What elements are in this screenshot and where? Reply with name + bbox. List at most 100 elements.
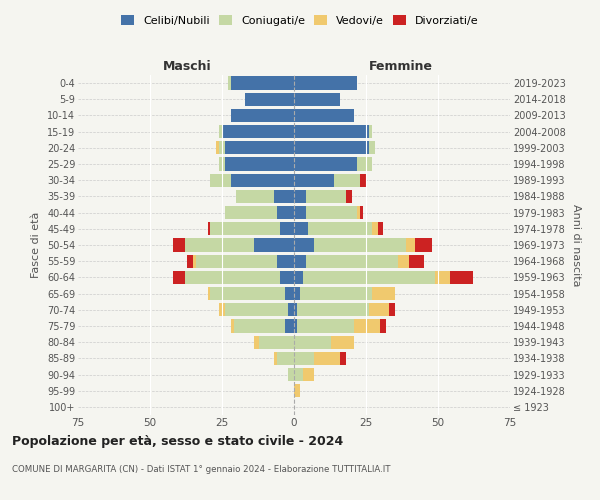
Bar <box>225 206 294 220</box>
Bar <box>294 109 355 122</box>
Bar <box>294 92 340 106</box>
Bar <box>173 238 294 252</box>
Bar <box>230 109 294 122</box>
Bar <box>225 158 294 170</box>
Bar <box>294 174 360 187</box>
Bar <box>294 190 346 203</box>
Bar <box>294 320 355 332</box>
Bar <box>254 238 294 252</box>
Bar <box>294 76 358 90</box>
Bar <box>294 76 358 90</box>
Bar <box>280 270 294 284</box>
Bar <box>274 190 294 203</box>
Bar <box>294 141 374 154</box>
Bar <box>294 270 302 284</box>
Bar <box>294 238 314 252</box>
Bar <box>236 190 294 203</box>
Bar <box>219 303 294 316</box>
Bar <box>294 320 386 332</box>
Bar <box>254 336 294 349</box>
Bar <box>288 368 294 381</box>
Bar <box>294 384 300 398</box>
Bar <box>294 352 346 365</box>
Bar <box>228 76 294 90</box>
Bar <box>294 336 355 349</box>
Bar <box>294 109 355 122</box>
Bar <box>294 336 331 349</box>
Bar <box>230 76 294 90</box>
Bar <box>274 352 294 365</box>
Bar <box>185 238 294 252</box>
Bar <box>294 92 340 106</box>
Bar <box>185 270 294 284</box>
Bar <box>254 336 294 349</box>
Bar <box>211 174 294 187</box>
Bar <box>294 270 473 284</box>
Bar <box>173 270 294 284</box>
Bar <box>294 141 374 154</box>
Bar <box>294 368 314 381</box>
Bar <box>225 206 294 220</box>
Bar <box>294 190 305 203</box>
Bar <box>294 254 409 268</box>
Bar <box>294 254 424 268</box>
Bar <box>245 92 294 106</box>
Bar <box>245 92 294 106</box>
Bar <box>216 141 294 154</box>
Text: Femmine: Femmine <box>368 60 433 72</box>
Bar <box>225 141 294 154</box>
Bar <box>294 174 360 187</box>
Bar <box>294 206 363 220</box>
Bar <box>288 368 294 381</box>
Bar <box>294 174 334 187</box>
Bar <box>294 206 358 220</box>
Bar <box>196 254 294 268</box>
Bar <box>222 125 294 138</box>
Bar <box>294 158 372 170</box>
Bar <box>208 222 294 235</box>
Bar <box>294 238 415 252</box>
Bar <box>294 352 314 365</box>
Bar <box>211 287 294 300</box>
Bar <box>294 303 297 316</box>
Bar <box>294 76 358 90</box>
Bar <box>225 206 294 220</box>
Bar <box>294 368 302 381</box>
Bar <box>294 287 372 300</box>
Bar <box>245 92 294 106</box>
Bar <box>280 222 294 235</box>
Bar <box>219 158 294 170</box>
Text: Popolazione per età, sesso e stato civile - 2024: Popolazione per età, sesso e stato civil… <box>12 435 343 448</box>
Bar <box>294 92 340 106</box>
Bar <box>294 206 360 220</box>
Bar <box>294 125 372 138</box>
Bar <box>288 303 294 316</box>
Bar <box>294 190 352 203</box>
Text: COMUNE DI MARGARITA (CN) - Dati ISTAT 1° gennaio 2024 - Elaborazione TUTTITALIA.: COMUNE DI MARGARITA (CN) - Dati ISTAT 1°… <box>12 465 391 474</box>
Bar <box>185 238 294 252</box>
Bar <box>294 254 398 268</box>
Bar <box>219 125 294 138</box>
Bar <box>294 174 366 187</box>
Bar <box>277 254 294 268</box>
Bar <box>294 76 358 90</box>
Bar <box>294 190 346 203</box>
Legend: Celibi/Nubili, Coniugati/e, Vedovi/e, Divorziati/e: Celibi/Nubili, Coniugati/e, Vedovi/e, Di… <box>117 10 483 30</box>
Bar <box>236 190 294 203</box>
Bar <box>219 303 294 316</box>
Bar <box>228 76 294 90</box>
Bar <box>294 125 369 138</box>
Bar <box>294 287 395 300</box>
Bar <box>230 320 294 332</box>
Bar <box>216 141 294 154</box>
Bar <box>219 125 294 138</box>
Bar <box>294 352 340 365</box>
Bar <box>294 158 358 170</box>
Bar <box>230 320 294 332</box>
Bar <box>219 125 294 138</box>
Bar <box>294 222 372 235</box>
Y-axis label: Anni di nascita: Anni di nascita <box>571 204 581 286</box>
Bar <box>294 287 300 300</box>
Bar <box>294 158 372 170</box>
Bar <box>294 109 355 122</box>
